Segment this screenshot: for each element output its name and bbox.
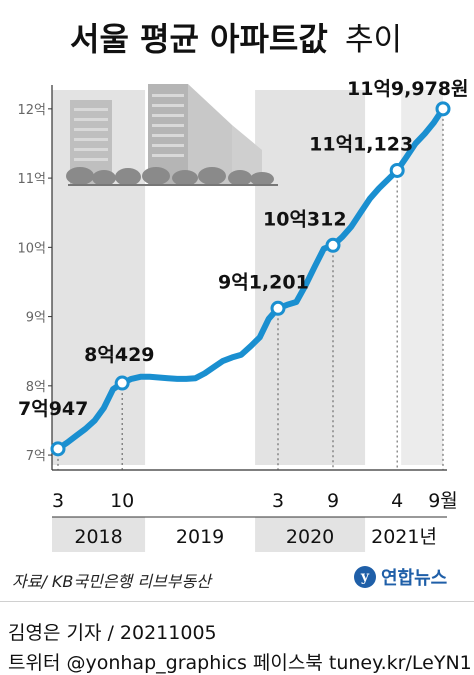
data-label-major: 8억 — [84, 344, 115, 366]
data-label-minor: 1,201 — [249, 271, 309, 293]
point-marker — [325, 237, 341, 253]
data-label: 8억429 — [84, 344, 154, 366]
data-label: 7억947 — [18, 398, 88, 420]
year-label-band-2020 — [255, 517, 366, 552]
x-tick-label: 9 — [327, 490, 339, 512]
yonhap-logo-icon: y — [354, 566, 376, 588]
apartment-buildings-illustration — [66, 84, 278, 186]
data-label-minor: 947 — [49, 398, 89, 420]
data-label: 10억312 — [263, 208, 347, 230]
year-label: 2018 — [74, 526, 122, 548]
data-label: 9억1,201 — [218, 271, 309, 293]
data-label-minor: 429 — [115, 344, 155, 366]
data-label-major: 11억 — [309, 133, 353, 155]
x-tick-label: 3 — [272, 490, 284, 512]
x-tick-label: 10 — [110, 490, 134, 512]
source-note: 자료/ KB국민은행 리브부동산 — [12, 572, 211, 591]
point-marker — [435, 101, 451, 117]
year-label-band-2018 — [52, 517, 146, 552]
y-tick-label: 9억 — [26, 311, 46, 326]
y-tick-label: 12억 — [17, 103, 46, 118]
x-tick-label: 4 — [391, 490, 403, 512]
point-marker — [270, 300, 286, 316]
data-label-minor: 1,123 — [353, 133, 413, 155]
year-label: 2020 — [286, 526, 334, 548]
social-links: 트위터 @yonhap_graphics 페이스북 tuney.kr/LeYN1 — [8, 652, 472, 674]
x-tick-label: 3 — [52, 490, 64, 512]
chart-title: 서울 평균 아파트값 — [70, 20, 328, 58]
data-label-major: 10억 — [263, 208, 307, 230]
divider-line — [0, 601, 474, 602]
point-marker — [389, 162, 405, 178]
y-tick-label: 10억 — [17, 241, 46, 256]
y-tick-label: 8억 — [26, 380, 46, 395]
point-marker — [114, 375, 130, 391]
y-tick-label: 7억 — [26, 449, 46, 464]
yonhap-logo: y 연합뉴스 — [354, 563, 447, 591]
y-tick-label: 11억 — [17, 172, 46, 187]
byline: 김영은 기자 / 20211005 — [8, 622, 217, 644]
logo-text: 연합뉴스 — [381, 568, 448, 589]
year-label: 2019 — [176, 526, 224, 548]
data-label-major: 11억 — [347, 78, 391, 100]
point-marker — [50, 441, 66, 457]
data-label-major: 7억 — [18, 398, 49, 420]
x-tick-label: 9월 — [428, 490, 458, 512]
data-label-major: 9억 — [218, 271, 249, 293]
data-label-minor: 9,978원 — [391, 78, 469, 100]
data-label-minor: 312 — [307, 208, 347, 230]
data-label: 11억9,978원 — [347, 78, 469, 100]
data-label: 11억1,123 — [309, 133, 413, 155]
year-label: 2021년 — [371, 526, 437, 548]
chart-subtitle: 추이 — [345, 22, 402, 58]
